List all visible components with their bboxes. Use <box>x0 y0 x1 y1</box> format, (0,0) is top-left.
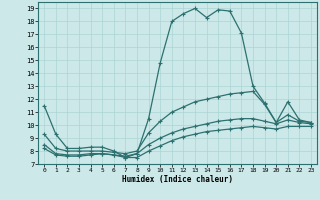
X-axis label: Humidex (Indice chaleur): Humidex (Indice chaleur) <box>122 175 233 184</box>
